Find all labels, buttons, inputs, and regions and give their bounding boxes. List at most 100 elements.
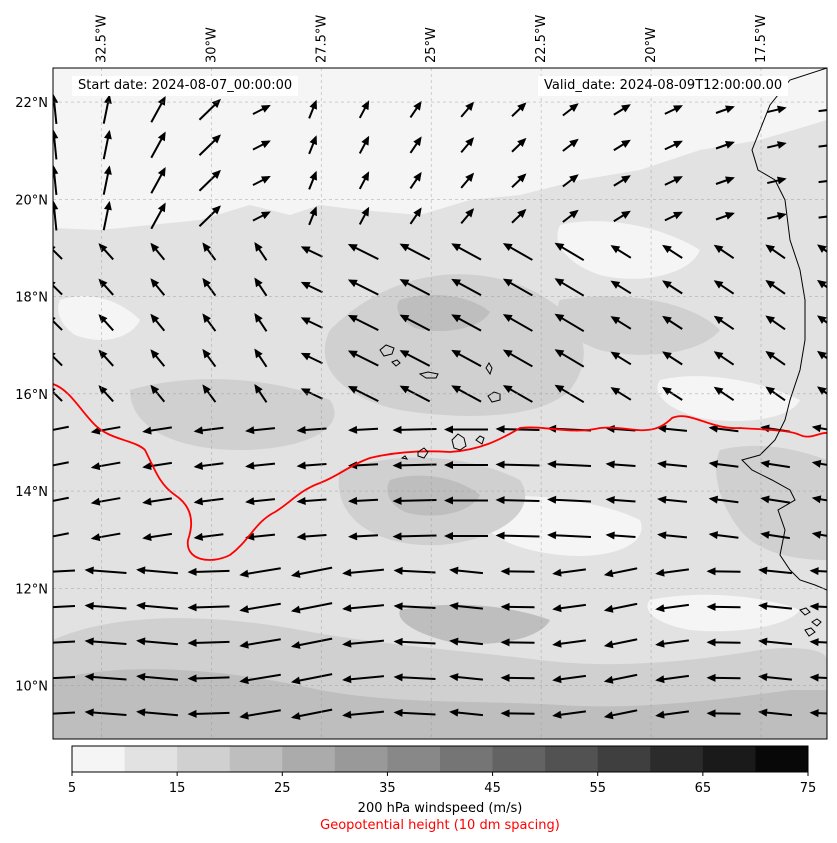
wind-arrow: [409, 100, 422, 119]
wind-arrow: [308, 170, 317, 190]
wind-arrow: [239, 709, 281, 720]
wind-arrow: [53, 317, 63, 331]
wind-arrow: [245, 461, 276, 470]
wind-arrow: [98, 243, 114, 261]
windspeed-contour-5-10: [58, 296, 140, 340]
lon-tick-label: 30°W: [204, 27, 219, 63]
wind-arrow: [610, 316, 632, 330]
wind-arrow: [554, 278, 585, 297]
wind-arrow: [502, 243, 533, 261]
wind-arrow: [53, 711, 76, 715]
wind-arrow: [252, 176, 271, 186]
wind-arrow: [53, 676, 76, 680]
wind-arrow: [290, 673, 333, 685]
wind-arrow: [239, 567, 281, 578]
wind-arrow: [393, 602, 436, 611]
wind-arrow: [53, 129, 59, 160]
wind-arrow: [399, 314, 431, 332]
wind-arrow: [655, 674, 689, 684]
wind-arrow: [613, 175, 631, 187]
wind-arrow: [347, 243, 379, 261]
colorbar-subtitle: Geopotential height (10 dm spacing): [320, 818, 560, 833]
wind-arrow: [760, 459, 790, 469]
windspeed-contour-5-10: [53, 68, 827, 230]
wind-arrow: [198, 98, 221, 121]
wind-arrow: [715, 141, 735, 150]
wind-arrow: [809, 638, 827, 647]
wind-arrow: [662, 315, 683, 330]
wind-arrow: [245, 426, 276, 435]
wind-arrow: [460, 101, 475, 118]
wind-arrow: [655, 710, 689, 719]
wind-arrow: [187, 567, 230, 576]
wind-arrow: [142, 497, 172, 506]
wind-arrow: [809, 673, 827, 682]
wind-arrow: [767, 141, 787, 149]
colorbar-segment: [597, 746, 651, 772]
wind-arrow: [562, 174, 579, 188]
colorbar-tick-label: 75: [800, 781, 817, 796]
colorbar-segment: [492, 746, 546, 772]
wind-arrow: [500, 602, 535, 611]
wind-arrow: [502, 278, 533, 297]
wind-arrow: [552, 639, 586, 648]
lon-tick-label: 25°W: [424, 27, 439, 63]
wind-arrow: [254, 383, 268, 403]
wind-arrow: [290, 708, 333, 720]
wind-arrow: [657, 424, 688, 433]
wind-arrow: [765, 351, 786, 366]
colorbar-segment: [177, 746, 231, 772]
colorbar-tick-label: 5: [68, 781, 76, 796]
wind-arrow: [53, 640, 76, 644]
wind-arrow: [817, 315, 827, 324]
wind-arrow: [603, 673, 638, 684]
wind-arrow: [142, 461, 172, 471]
colorbar-segment: [387, 746, 441, 772]
wind-arrow: [495, 531, 540, 540]
lon-tick-label: 27.5°W: [314, 15, 329, 63]
wind-arrow: [392, 496, 437, 505]
wind-arrow: [347, 350, 379, 367]
wind-arrow: [308, 135, 317, 155]
wind-arrow: [809, 602, 827, 611]
wind-arrow: [817, 350, 827, 360]
colorbar: 5 15 25 35 45 55 65 75: [68, 745, 817, 796]
wind-arrow: [53, 532, 69, 538]
wind-arrow: [136, 566, 179, 575]
latitude-axis: 22°N 20°N 18°N 16°N 14°N 12°N 10°N: [15, 96, 48, 694]
wind-arrow: [657, 531, 688, 540]
wind-arrow: [53, 425, 69, 431]
wind-arrow: [500, 567, 535, 576]
wind-arrow: [605, 460, 636, 469]
wind-arrow: [392, 425, 437, 434]
lat-tick-label: 20°N: [15, 193, 48, 208]
wind-arrow: [511, 173, 527, 188]
wind-arrow: [809, 567, 827, 576]
wind-arrow: [53, 605, 76, 609]
wind-arrow: [198, 169, 221, 192]
wind-arrow: [451, 314, 482, 332]
wind-arrow: [809, 709, 827, 718]
wind-arrow: [758, 602, 793, 611]
wind-arrow: [53, 165, 59, 196]
wind-arrow: [348, 425, 379, 434]
wind-arrow: [552, 674, 586, 684]
wind-arrow: [102, 200, 112, 231]
lat-tick-label: 10°N: [15, 680, 48, 695]
windspeed-contour-5-10: [657, 376, 800, 421]
wind-arrow: [98, 314, 114, 332]
colorbar-segment: [282, 746, 336, 772]
wind-arrow: [655, 639, 689, 648]
wind-arrow: [254, 277, 268, 297]
wind-arrow: [610, 351, 632, 366]
wind-arrow: [554, 349, 585, 368]
wind-arrow: [662, 244, 683, 259]
wind-arrow: [449, 602, 484, 611]
colorbar-tick-label: 65: [695, 781, 712, 796]
wind-arrow: [252, 211, 271, 222]
wind-arrow: [142, 426, 172, 435]
wind-arrow: [708, 531, 739, 540]
colorbar-tick-label: 55: [589, 781, 606, 796]
lon-tick-label: 32.5°W: [94, 15, 109, 63]
